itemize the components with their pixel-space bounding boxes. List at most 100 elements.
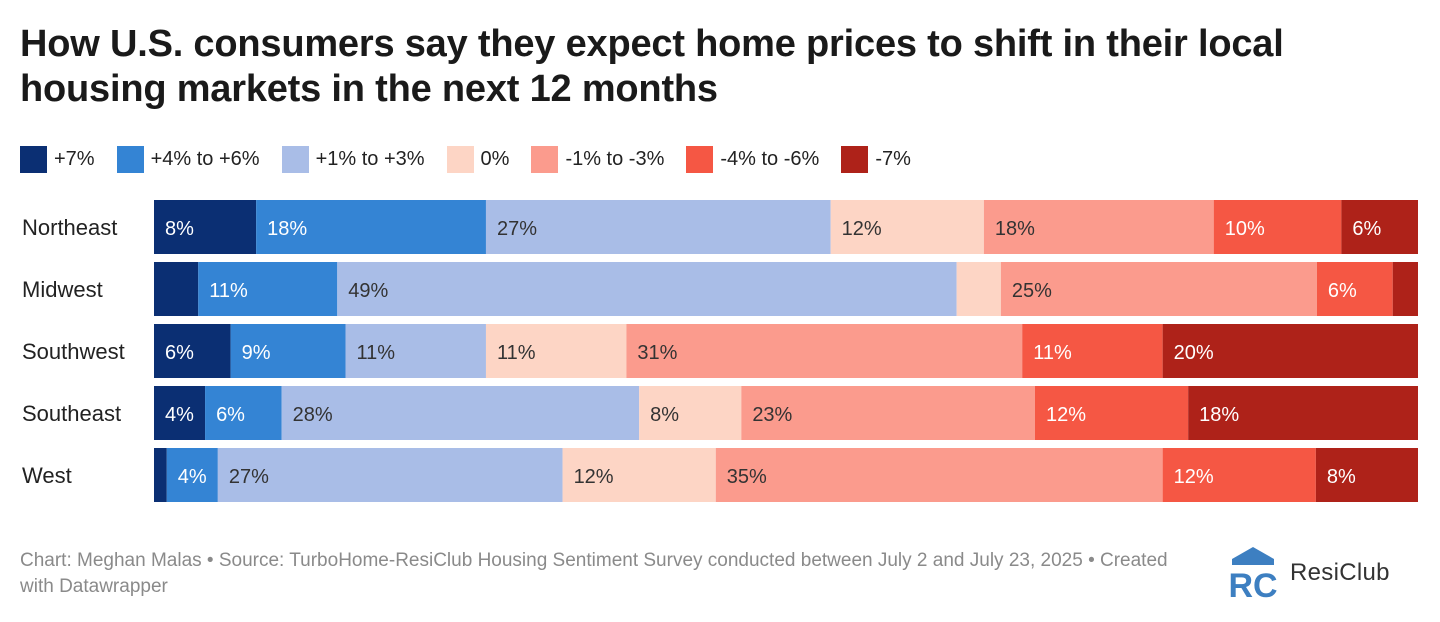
data-label: 12% [842, 218, 882, 240]
data-label: 6% [1328, 280, 1357, 302]
legend-item: -1% to -3% [531, 145, 665, 173]
chart-legend: +7% +4% to +6% +1% to +3% 0% -1% to -3% -4% t… [20, 145, 933, 173]
chart-source-footer: Chart: Meghan Malas • Source: TurboHome-… [20, 550, 1168, 597]
data-label: 8% [1327, 466, 1356, 488]
bar-segment [1392, 262, 1418, 316]
legend-swatch [686, 145, 714, 173]
legend-label: +4% to +6% [150, 147, 260, 170]
row-label: Northeast [22, 215, 117, 240]
data-label: 23% [752, 404, 792, 426]
bar-segment [345, 324, 486, 378]
legend-label: 0% [480, 147, 510, 170]
bar-segment [983, 200, 1214, 254]
legend-item: -4% to -6% [686, 145, 820, 173]
data-label: 8% [650, 404, 679, 426]
data-label: 20% [1174, 342, 1214, 364]
data-label: 27% [229, 466, 269, 488]
data-label: 4% [165, 404, 194, 426]
bar-segment [1162, 448, 1316, 502]
data-label: 18% [995, 218, 1035, 240]
bar-segment [154, 200, 257, 254]
legend-label: -4% to -6% [720, 147, 820, 170]
data-label: 28% [293, 404, 333, 426]
bar-segment [1034, 386, 1189, 440]
bar-segment [956, 262, 1001, 316]
bar-segment [485, 200, 831, 254]
data-label: 4% [178, 466, 207, 488]
bar-segment [1316, 262, 1393, 316]
data-label: 9% [242, 342, 271, 364]
bar-segment [154, 262, 199, 316]
bar-segment [1188, 386, 1418, 440]
legend-label: +1% to +3% [315, 147, 425, 170]
data-label: 6% [1352, 218, 1381, 240]
bar-segment [154, 386, 206, 440]
data-label: 12% [1046, 404, 1086, 426]
bar-segment [230, 324, 346, 378]
bar-segment [1162, 324, 1418, 378]
data-label: 6% [216, 404, 245, 426]
data-label: 8% [165, 218, 194, 240]
legend-swatch [446, 145, 474, 173]
legend-label: -1% to -3% [565, 147, 665, 170]
data-label: 11% [497, 342, 536, 364]
legend-item: +4% to +6% [116, 145, 260, 173]
brand-name: ResiClub [1290, 559, 1390, 586]
bar-segment [154, 324, 231, 378]
resiclub-logo-icon: RC [1228, 547, 1278, 601]
data-label: 11% [209, 280, 248, 302]
legend-swatch [841, 145, 869, 173]
bar-segment [626, 324, 1023, 378]
bar-segment [166, 448, 218, 502]
legend-item: +1% to +3% [281, 145, 425, 173]
row-label: Southeast [22, 401, 121, 426]
row-label: Southwest [22, 339, 125, 364]
brand-logo: RC ResiClub [1224, 545, 1390, 601]
bar-segment [1315, 448, 1418, 502]
bar-segment [337, 262, 957, 316]
bar-segment [281, 386, 640, 440]
legend-swatch [281, 145, 309, 173]
bar-segment [741, 386, 1035, 440]
legend-swatch [20, 145, 47, 173]
data-label: 35% [727, 466, 767, 488]
bar-segment [830, 200, 984, 254]
bar-segment [715, 448, 1163, 502]
data-label: 18% [267, 218, 307, 240]
legend-item: +7% [20, 145, 95, 173]
legend-item: -7% [841, 145, 911, 173]
data-label: 18% [1199, 404, 1239, 426]
data-label: 49% [348, 280, 388, 302]
bar-segment [1341, 200, 1418, 254]
bar-segment [154, 448, 167, 502]
data-label: 11% [1033, 342, 1072, 364]
bar-segment [1000, 262, 1317, 316]
bar-segment [1213, 200, 1342, 254]
legend-swatch [116, 145, 144, 173]
bar-segment [217, 448, 563, 502]
bar-segment [205, 386, 282, 440]
data-label: 6% [165, 342, 194, 364]
stacked-bar-chart: Northeast 8% 18% 27% 12% 18% 10% 6% Midwest 11% 49… [22, 200, 1418, 502]
row-label: West [22, 463, 72, 488]
data-label: 27% [497, 218, 537, 240]
bar-segment [198, 262, 338, 316]
legend-item: 0% [446, 145, 510, 173]
bar-segment [256, 200, 486, 254]
bar-segment [485, 324, 627, 378]
legend-swatch [531, 145, 559, 173]
data-label: 12% [1174, 466, 1214, 488]
data-label: 10% [1225, 218, 1265, 240]
legend-label: +7% [54, 147, 95, 170]
data-label: 31% [637, 342, 677, 364]
legend-label: -7% [875, 147, 911, 170]
data-label: 11% [357, 342, 396, 364]
chart-title: How U.S. consumers say they expect home … [20, 23, 1284, 110]
row-label: Midwest [22, 277, 103, 302]
bar-segment [639, 386, 742, 440]
bar-segment [562, 448, 716, 502]
data-label: 12% [574, 466, 614, 488]
bar-segment [1022, 324, 1163, 378]
data-label: 25% [1012, 280, 1052, 302]
logo-letters: RC [1228, 567, 1277, 601]
